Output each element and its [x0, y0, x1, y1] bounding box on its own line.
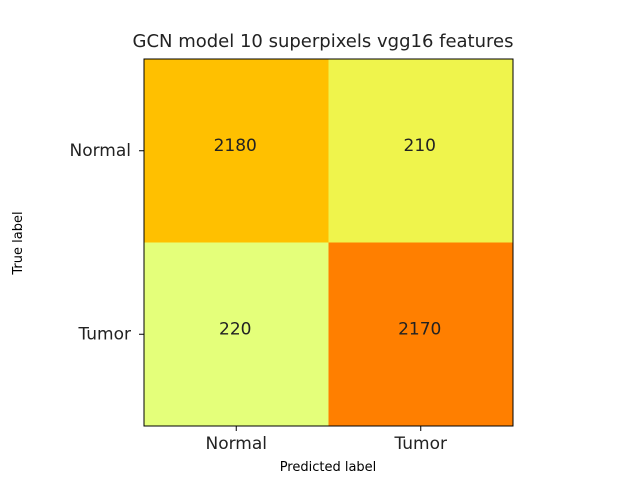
cell-value-label: 2180 [214, 136, 257, 156]
heatmap-cell-tumor-tumor [328, 242, 514, 427]
y-tick-label: Normal [69, 141, 131, 161]
cell-value-label: 210 [404, 136, 436, 156]
cell-value-label: 2170 [398, 319, 441, 339]
cell-value-labels: 2180 210 220 2170 [214, 136, 442, 340]
x-axis-label: Predicted label [280, 460, 377, 475]
x-tick-label: Normal [205, 434, 267, 454]
y-axis-ticks: Normal Tumor [69, 141, 144, 344]
chart-title: GCN model 10 superpixels vgg16 features [133, 31, 514, 52]
heatmap-cell-tumor-normal [144, 242, 329, 427]
heatmap-cells [144, 59, 514, 427]
y-tick-label: Tumor [77, 324, 131, 344]
y-axis-label: True label [11, 211, 26, 275]
x-axis-ticks: Normal Tumor [205, 426, 447, 454]
plot-frame [143, 58, 514, 427]
heatmap-cell-normal-tumor [328, 59, 514, 243]
heatmap-cell-normal-normal [144, 59, 329, 243]
x-tick-label: Tumor [393, 434, 447, 454]
cell-value-label: 220 [219, 319, 251, 339]
